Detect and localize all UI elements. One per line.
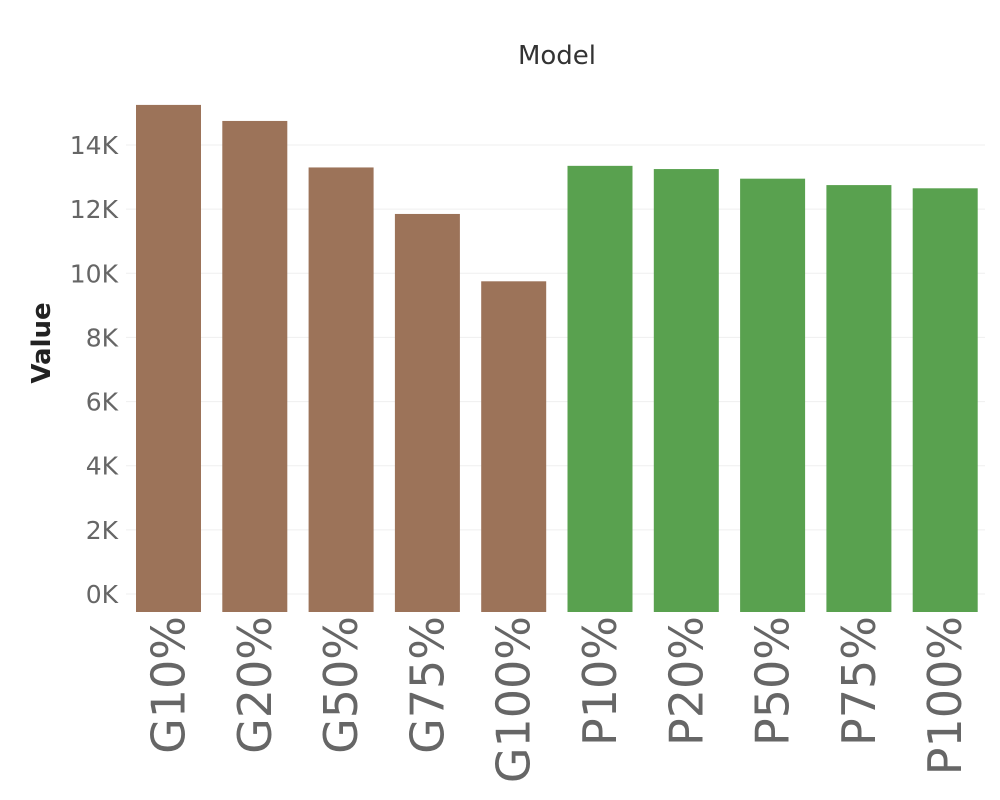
y-tick-label: 12K	[70, 195, 119, 224]
bar-p50pct	[740, 178, 806, 613]
x-tick-label: G75%	[400, 616, 454, 754]
bars	[136, 104, 978, 613]
x-tick-label: P100%	[918, 616, 972, 775]
bar-p10pct	[567, 165, 633, 612]
y-tick-label: 8K	[86, 323, 119, 352]
x-tick-label: P20%	[659, 616, 713, 746]
bar-g100pct	[481, 281, 547, 612]
x-tick-label: P50%	[746, 616, 800, 746]
bar-g50pct	[308, 167, 374, 612]
y-tick-label: 0K	[86, 580, 119, 609]
x-tick-label: G20%	[228, 616, 282, 754]
x-tick-label: G10%	[142, 616, 196, 754]
y-tick-label: 10K	[70, 259, 119, 288]
x-tick-label: P75%	[832, 616, 886, 746]
bar-p100pct	[912, 188, 978, 612]
bar-p20pct	[653, 169, 719, 612]
x-tick-label: G50%	[314, 616, 368, 754]
x-tick-label: G100%	[487, 616, 541, 783]
x-tick-label: P10%	[573, 616, 627, 746]
y-tick-label: 6K	[86, 388, 119, 417]
bar-p75pct	[826, 185, 892, 612]
y-tick-label: 4K	[86, 452, 119, 481]
y-tick-label: 2K	[86, 516, 119, 545]
x-axis-ticks: G10% G20% G50% G75% G100% P10% P20% P50% P75% P10…	[142, 616, 973, 783]
bar-g10pct	[136, 104, 201, 613]
y-axis-label: Value	[27, 302, 57, 383]
bar-g75pct	[394, 213, 460, 613]
chart-title: Model	[518, 41, 596, 71]
y-axis-ticks: 0K 2K 4K 6K 8K 10K 12K 14K	[70, 131, 119, 609]
bar-g20pct	[222, 120, 288, 613]
y-tick-label: 14K	[70, 131, 119, 160]
